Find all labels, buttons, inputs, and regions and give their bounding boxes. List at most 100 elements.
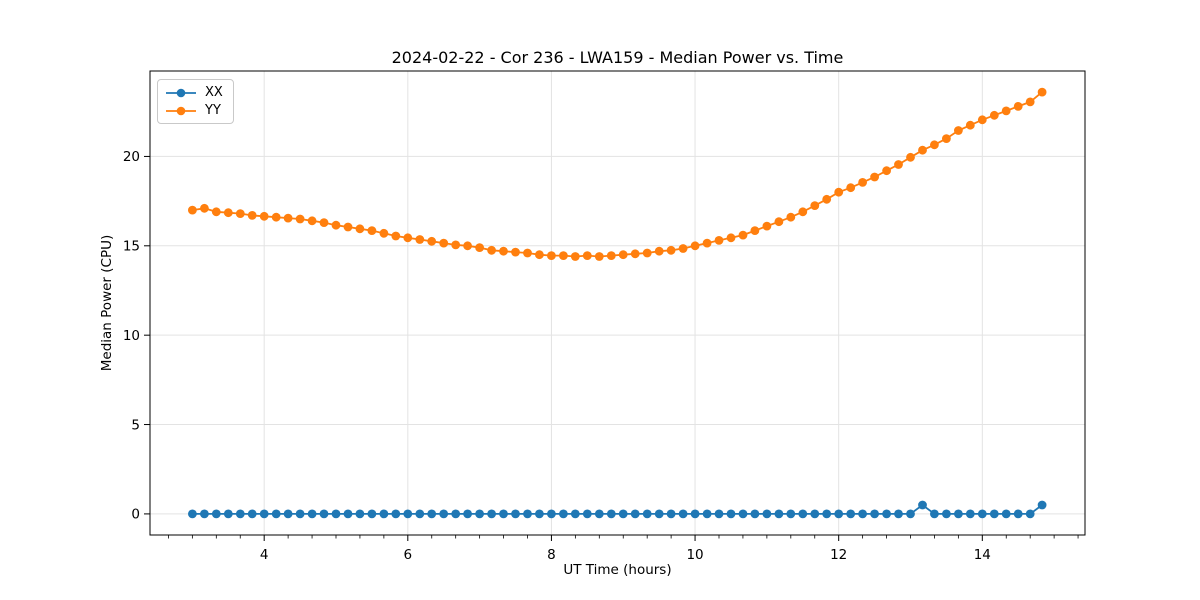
series-xx-marker bbox=[618, 509, 628, 519]
series-xx-marker bbox=[690, 509, 700, 519]
y-tick-label: 15 bbox=[123, 239, 140, 255]
series-xx-marker bbox=[965, 509, 975, 519]
series-xx-marker bbox=[1037, 500, 1047, 510]
x-tick-labels: 4 6 8 10 12 14 bbox=[260, 547, 991, 563]
series-xx-marker bbox=[822, 509, 832, 519]
series-yy-marker bbox=[666, 245, 676, 255]
y-tick-label: 10 bbox=[123, 328, 140, 344]
series-yy bbox=[188, 87, 1047, 261]
series-xx-marker bbox=[391, 509, 401, 519]
series-xx-marker bbox=[1013, 509, 1023, 519]
series-xx-marker bbox=[475, 509, 484, 519]
series-xx-marker bbox=[283, 509, 293, 519]
series-yy-marker bbox=[211, 207, 221, 217]
series-yy-marker bbox=[606, 251, 616, 260]
legend-label-yy: YY bbox=[205, 103, 221, 118]
series-xx-marker bbox=[762, 509, 772, 519]
series-yy-marker bbox=[894, 160, 903, 169]
series-yy-marker bbox=[355, 224, 365, 234]
series-yy-marker bbox=[547, 251, 556, 260]
series-yy-line bbox=[192, 91, 1043, 258]
series-xx-marker bbox=[200, 509, 209, 519]
legend-swatch-yy-icon bbox=[166, 106, 196, 115]
series-yy-marker bbox=[726, 233, 736, 243]
series-yy-marker bbox=[235, 209, 245, 219]
plot-frame bbox=[149, 70, 1086, 536]
series-xx-marker bbox=[559, 509, 568, 519]
series-yy-marker bbox=[403, 233, 413, 243]
series-xx-marker bbox=[331, 509, 341, 519]
series-yy-marker bbox=[511, 247, 520, 257]
series-yy-marker bbox=[989, 110, 999, 120]
chart-title: 2024-02-22 - Cor 236 - LWA159 - Median P… bbox=[391, 48, 844, 67]
series-xx-marker bbox=[786, 509, 796, 519]
series-xx-marker bbox=[487, 509, 496, 519]
series-xx-marker bbox=[547, 509, 556, 519]
axis-ticks bbox=[144, 155, 1079, 541]
legend-swatch-xx-icon bbox=[166, 88, 196, 97]
series-xx-marker bbox=[535, 509, 544, 519]
series-xx-marker bbox=[511, 509, 520, 519]
series-xx-marker bbox=[271, 509, 281, 519]
series-xx-marker bbox=[666, 509, 676, 519]
series-yy-marker bbox=[738, 230, 748, 240]
series-xx-marker bbox=[810, 509, 820, 519]
legend-item-xx: XX bbox=[165, 85, 223, 100]
series-yy-marker bbox=[965, 120, 975, 130]
series-xx-marker bbox=[1001, 509, 1011, 519]
x-tick-label: 6 bbox=[404, 547, 413, 563]
series-yy-marker bbox=[307, 216, 317, 226]
series-yy-marker bbox=[930, 140, 939, 150]
series-xx-marker bbox=[188, 509, 197, 519]
series-yy-marker bbox=[283, 213, 293, 223]
series-xx-marker bbox=[523, 509, 532, 519]
series-xx-marker bbox=[355, 509, 365, 519]
series-yy-marker bbox=[259, 211, 269, 221]
series-yy-marker bbox=[1025, 97, 1035, 107]
series-xx-marker bbox=[942, 509, 951, 519]
series-xx-marker bbox=[930, 509, 939, 519]
series-yy-marker bbox=[810, 201, 820, 211]
series-yy-marker bbox=[295, 214, 305, 224]
series-yy-marker bbox=[200, 203, 209, 213]
series-xx-marker bbox=[702, 509, 712, 519]
series-yy-marker bbox=[870, 172, 879, 182]
y-tick-label: 20 bbox=[123, 149, 140, 165]
x-tick-label: 12 bbox=[830, 547, 847, 563]
series-yy-marker bbox=[427, 236, 437, 246]
series-yy-marker bbox=[415, 235, 425, 244]
series-yy-marker bbox=[822, 194, 832, 204]
series-yy-marker bbox=[223, 208, 233, 218]
series-xx-marker bbox=[654, 509, 664, 519]
series-yy-marker bbox=[535, 250, 544, 260]
series-yy-marker bbox=[475, 243, 484, 253]
series-xx-marker bbox=[403, 509, 413, 519]
series-xx-marker bbox=[211, 509, 221, 519]
series-xx-marker bbox=[235, 509, 245, 519]
series-yy-marker bbox=[271, 212, 281, 222]
series-yy-marker bbox=[690, 241, 700, 251]
series-yy-marker bbox=[774, 217, 784, 227]
series-yy-marker bbox=[582, 251, 592, 260]
series-yy-marker bbox=[702, 238, 712, 248]
series-yy-marker bbox=[499, 246, 508, 256]
series-xx-marker bbox=[379, 509, 389, 519]
series-xx-marker bbox=[846, 509, 856, 519]
series-xx-marker bbox=[439, 509, 449, 519]
series-yy-marker bbox=[1001, 106, 1011, 116]
series-yy-marker bbox=[678, 244, 688, 253]
series-xx-marker bbox=[582, 509, 592, 519]
series-yy-marker bbox=[714, 236, 724, 245]
series-yy-marker bbox=[331, 220, 341, 230]
series-xx-marker bbox=[367, 509, 377, 519]
series-xx-marker bbox=[463, 509, 472, 519]
series-xx-marker bbox=[451, 509, 461, 519]
legend: XX YY bbox=[157, 79, 234, 124]
x-tick-label: 10 bbox=[686, 547, 703, 563]
series-xx-marker bbox=[343, 509, 353, 519]
series-yy-marker bbox=[594, 252, 604, 261]
series-xx-marker bbox=[918, 500, 927, 510]
series-xx-marker bbox=[977, 509, 987, 519]
